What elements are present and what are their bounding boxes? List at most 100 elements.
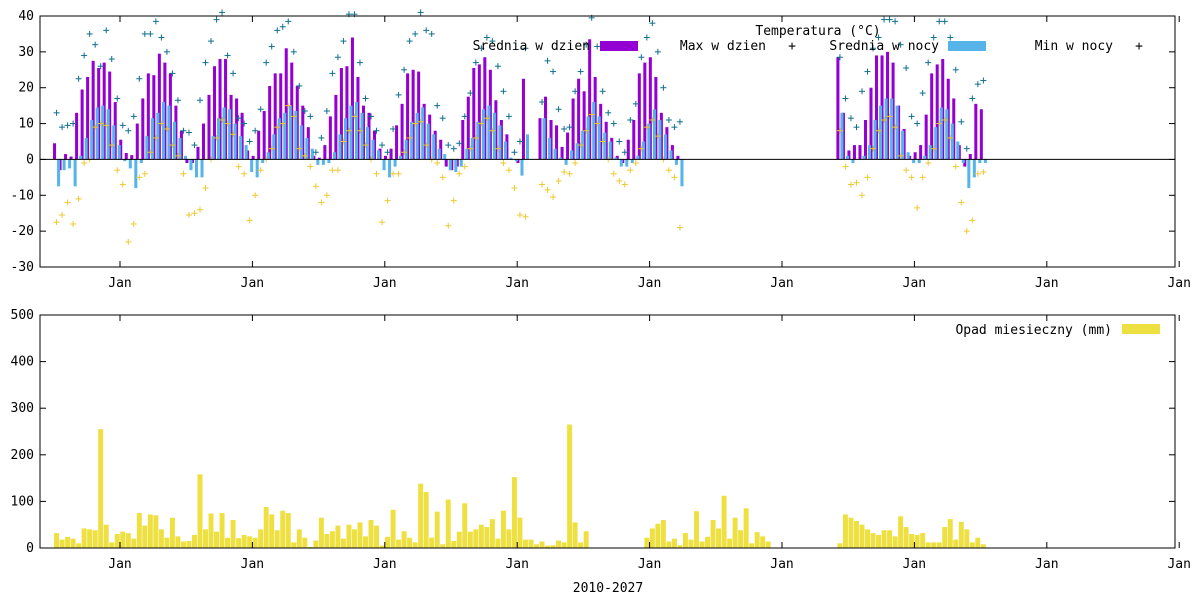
bar-night-avg — [123, 159, 127, 162]
point-night-min — [936, 120, 943, 127]
bar-rain — [837, 543, 843, 548]
point-night-min — [676, 224, 683, 231]
bar-rain — [59, 539, 65, 548]
point-night-min — [561, 168, 568, 175]
point-night-min — [202, 185, 209, 192]
bar-rain — [335, 525, 341, 548]
point-night-min — [169, 142, 176, 149]
bar-night-avg — [978, 159, 982, 164]
bar-rain — [953, 539, 959, 548]
bar-night-avg — [332, 152, 336, 160]
bar-rain — [462, 503, 468, 548]
y-tick-label: 500 — [11, 308, 34, 323]
bar-day-avg — [974, 103, 978, 160]
point-day-max — [246, 138, 253, 145]
point-day-max — [196, 97, 203, 104]
point-night-min — [70, 220, 77, 227]
point-night-min — [654, 133, 661, 140]
point-day-max — [853, 124, 860, 131]
point-day-max — [566, 124, 573, 131]
bar-night-avg — [57, 159, 61, 187]
bar-rain — [738, 530, 744, 548]
temperature-axes: -30 -20 -10 0 10 20 30 40 Jan Jan Jan Jan Jan Jan Jan J… — [11, 9, 1191, 291]
point-night-min — [864, 174, 871, 181]
bar-night-avg — [939, 107, 943, 160]
point-night-min — [919, 174, 926, 181]
x-axis-label: 2010-2027 — [573, 581, 643, 596]
bar-rain — [660, 520, 666, 548]
point-night-min — [599, 138, 606, 145]
bar-night-avg — [912, 159, 916, 164]
temperature-points — [53, 9, 987, 245]
bar-day-avg — [516, 159, 520, 164]
legend-swatch-day-avg — [600, 41, 638, 51]
point-day-max — [505, 113, 512, 120]
x-tick-label: Jan — [241, 557, 264, 572]
bar-rain — [534, 544, 539, 548]
bar-night-avg — [150, 118, 154, 160]
y-tick-label: 30 — [18, 45, 34, 60]
y-tick-label: 0 — [26, 152, 34, 167]
bar-night-avg — [79, 155, 83, 160]
bar-night-avg — [283, 112, 287, 160]
x-tick-label: Jan — [638, 557, 661, 572]
y-tick-label: -20 — [11, 224, 34, 239]
bar-day-avg — [384, 155, 388, 160]
bar-night-avg — [321, 159, 325, 165]
x-tick-label: Jan — [505, 557, 528, 572]
point-night-min — [345, 127, 352, 134]
bar-day-avg — [395, 125, 399, 160]
bar-night-avg — [393, 159, 397, 167]
point-day-max — [423, 27, 430, 34]
bar-night-avg — [327, 159, 331, 164]
bar-night-avg — [934, 127, 938, 160]
bar-day-avg — [240, 112, 244, 160]
bar-night-avg — [399, 155, 403, 160]
point-day-max — [384, 149, 391, 156]
bar-rain — [721, 495, 727, 548]
bar-night-avg — [349, 105, 353, 160]
point-day-max — [412, 30, 419, 37]
bar-rain — [842, 514, 848, 548]
bar-rain — [368, 520, 374, 548]
bar-rain — [743, 508, 749, 548]
bar-night-avg — [663, 134, 667, 160]
bar-day-avg — [875, 55, 879, 160]
point-night-min — [572, 160, 579, 167]
point-day-max — [842, 95, 849, 102]
bar-rain — [241, 534, 247, 548]
point-night-min — [500, 160, 507, 167]
bar-day-avg — [130, 155, 134, 160]
bar-night-avg — [559, 157, 563, 160]
bar-day-avg — [444, 159, 448, 167]
bar-day-avg — [389, 148, 393, 160]
point-day-max — [70, 120, 77, 127]
bar-night-avg — [134, 159, 138, 189]
y-tick-label: -30 — [11, 260, 34, 275]
point-day-max — [130, 113, 137, 120]
legend-marker-night-min: + — [1135, 39, 1143, 54]
point-day-max — [555, 106, 562, 113]
point-day-max — [671, 124, 678, 131]
point-night-min — [395, 170, 402, 177]
legend-marker-day-max: + — [788, 39, 796, 54]
bar-night-avg — [586, 116, 590, 160]
bar-day-avg — [273, 73, 277, 160]
point-night-min — [489, 127, 496, 134]
point-night-min — [412, 120, 419, 127]
bar-night-avg — [983, 159, 987, 164]
point-night-min — [125, 238, 132, 245]
point-night-min — [174, 152, 181, 159]
bar-night-avg — [360, 112, 364, 160]
point-night-min — [908, 174, 915, 181]
point-day-max — [500, 88, 507, 95]
point-night-min — [947, 134, 954, 141]
bar-rain — [440, 544, 446, 548]
point-day-max — [660, 84, 667, 91]
bar-rain — [705, 536, 710, 548]
bar-day-avg — [560, 146, 564, 160]
bar-night-avg — [608, 141, 612, 160]
bar-rain — [396, 539, 402, 548]
point-day-max — [290, 48, 297, 55]
bar-rain — [412, 542, 418, 548]
